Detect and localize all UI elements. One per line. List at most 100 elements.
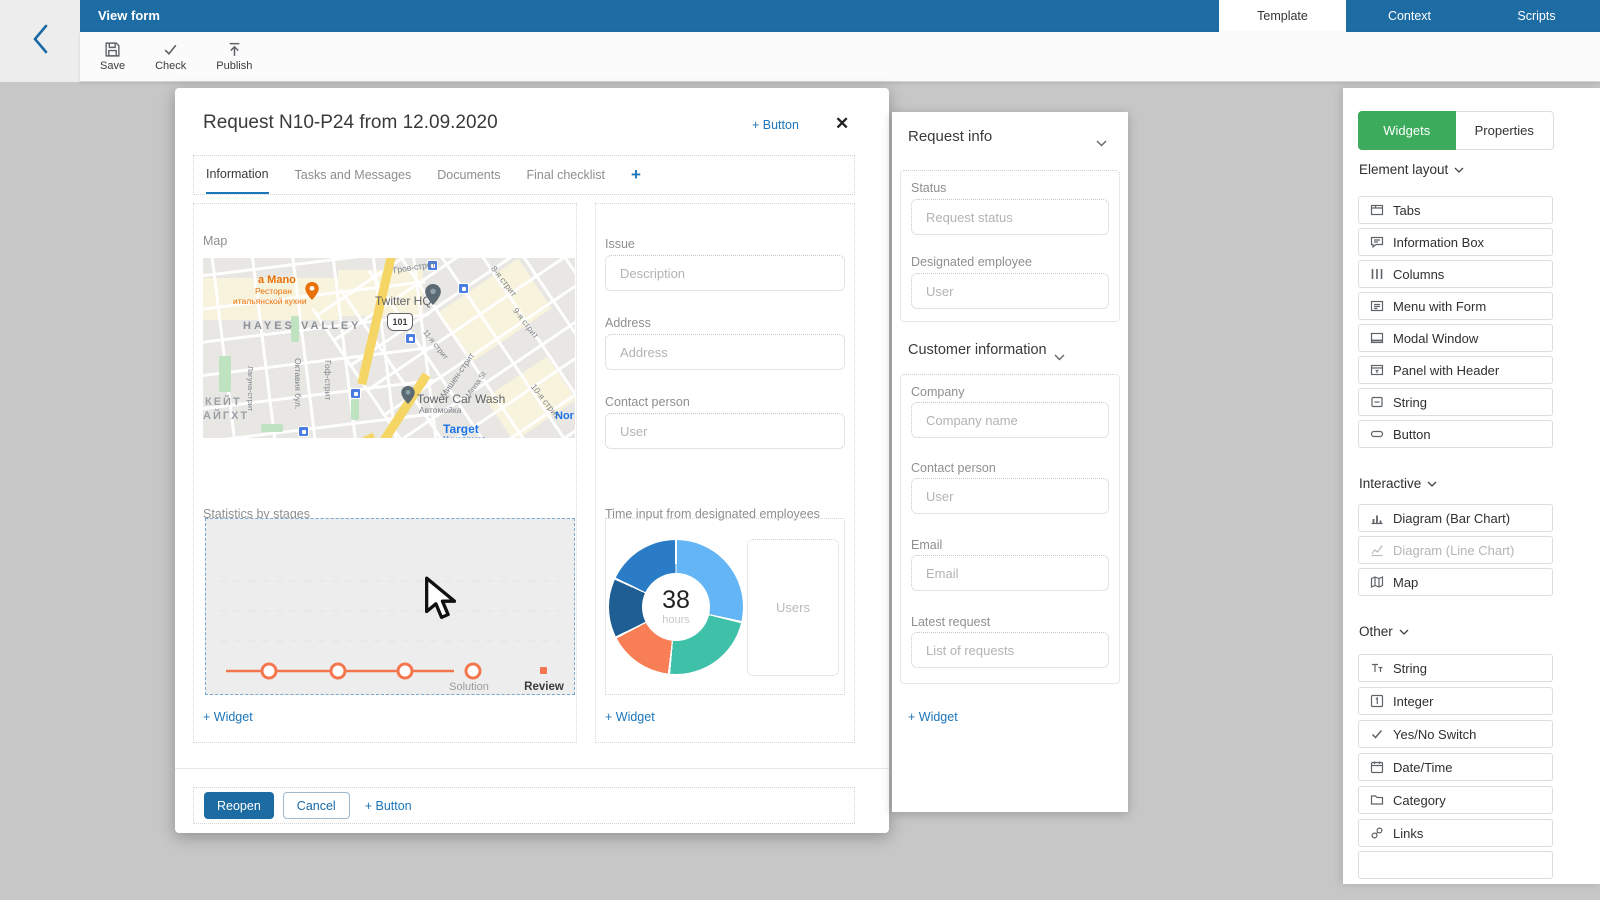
email-field[interactable]: Email: [911, 555, 1109, 591]
check-button[interactable]: Check: [155, 41, 186, 72]
section-element-layout[interactable]: Element layout: [1359, 162, 1464, 177]
request-info-group: Status Request status Designated employe…: [900, 170, 1120, 322]
customer-information-collapse[interactable]: [1054, 348, 1065, 366]
bar-chart-icon: [1370, 511, 1384, 525]
modal-window-icon: [1370, 331, 1384, 345]
widget-item-label: Category: [1393, 793, 1446, 808]
transit-badge-icon: [350, 388, 361, 399]
category-icon: [1370, 793, 1384, 807]
form-tab-information[interactable]: Information: [206, 156, 269, 194]
issue-field[interactable]: Description: [605, 255, 845, 291]
widget-item-date-time[interactable]: Date/Time: [1358, 753, 1553, 781]
company-field[interactable]: Company name: [911, 402, 1109, 438]
modal-footer: Reopen Cancel + Button: [193, 787, 855, 824]
contact-person-placeholder: User: [620, 424, 647, 439]
donut-unit: hours: [662, 614, 690, 626]
widget-item-modal-window[interactable]: Modal Window: [1358, 324, 1553, 352]
widget-item-label: Columns: [1393, 267, 1444, 282]
button-icon: [1370, 427, 1384, 441]
section-interactive[interactable]: Interactive: [1359, 476, 1437, 491]
twitter-pin-icon: [425, 284, 441, 310]
widget-item-columns[interactable]: Columns: [1358, 260, 1553, 288]
map-park: [219, 356, 231, 392]
tab-properties[interactable]: Properties: [1456, 111, 1555, 150]
company-placeholder: Company name: [926, 413, 1018, 428]
widget-item-yes-no-switch[interactable]: Yes/No Switch: [1358, 720, 1553, 748]
customer-information-title: Customer information: [908, 342, 1047, 358]
close-icon[interactable]: ✕: [835, 114, 849, 134]
panel-add-widget-link[interactable]: + Widget: [908, 710, 958, 724]
stages-line-chart[interactable]: Solution Review: [205, 518, 575, 695]
publish-button[interactable]: Publish: [216, 41, 252, 72]
widget-item-information-box[interactable]: Information Box: [1358, 228, 1553, 256]
contact-person-field[interactable]: User: [605, 413, 845, 449]
back-button[interactable]: [30, 23, 50, 60]
publish-label: Publish: [216, 60, 252, 72]
widget-item-links[interactable]: Links: [1358, 819, 1553, 847]
toolbar: Save Check Publish: [80, 32, 1600, 82]
widget-item-button[interactable]: Button: [1358, 420, 1553, 448]
save-label: Save: [100, 60, 125, 72]
chevron-down-icon: [1399, 629, 1409, 635]
section-other[interactable]: Other: [1359, 624, 1409, 639]
designated-employee-placeholder: User: [926, 284, 953, 299]
email-label: Email: [911, 538, 942, 552]
date-time-icon: [1370, 760, 1384, 774]
address-field[interactable]: Address: [605, 334, 845, 370]
add-tab-button[interactable]: +: [631, 156, 641, 194]
users-placeholder-box[interactable]: Users: [747, 539, 839, 676]
widget-item-label: Menu with Form: [1393, 299, 1486, 314]
widget-item-string-layout[interactable]: String: [1358, 388, 1553, 416]
customer-contact-field[interactable]: User: [911, 478, 1109, 514]
widget-item-label: Button: [1393, 427, 1431, 442]
form-tabstrip: Information Tasks and Messages Documents…: [193, 155, 855, 195]
status-field[interactable]: Request status: [911, 199, 1109, 235]
stage-label-review: Review: [524, 681, 564, 693]
tab-widgets[interactable]: Widgets: [1358, 111, 1456, 150]
widget-item-diagram-bar-chart[interactable]: Diagram (Bar Chart): [1358, 504, 1553, 532]
tab-template[interactable]: Template: [1219, 0, 1346, 32]
cancel-button[interactable]: Cancel: [283, 792, 350, 819]
widget-item-menu-with-form[interactable]: Menu with Form: [1358, 292, 1553, 320]
issue-placeholder: Description: [620, 266, 685, 281]
widget-item-empty[interactable]: [1358, 851, 1553, 879]
check-icon: [162, 41, 179, 58]
sidebar-tabs: Widgets Properties: [1358, 111, 1554, 150]
designated-employee-field[interactable]: User: [911, 273, 1109, 309]
panel-with-header-icon: [1370, 363, 1384, 377]
widget-item-category[interactable]: Category: [1358, 786, 1553, 814]
users-placeholder-label: Users: [776, 600, 810, 615]
form-tab-tasks-messages[interactable]: Tasks and Messages: [295, 156, 412, 194]
contact-person-label: Contact person: [605, 395, 690, 409]
add-widget-link-left[interactable]: + Widget: [203, 710, 253, 724]
request-info-collapse[interactable]: [1096, 134, 1107, 152]
footer-add-button-link[interactable]: + Button: [365, 799, 412, 813]
tab-context[interactable]: Context: [1346, 0, 1473, 32]
latest-request-field[interactable]: List of requests: [911, 632, 1109, 668]
map-poi-target-sub: Универмаг: [443, 434, 485, 438]
section-other-label: Other: [1359, 624, 1393, 639]
widget-item-map[interactable]: Map: [1358, 568, 1553, 596]
widget-item-tabs[interactable]: Tabs: [1358, 196, 1553, 224]
map-widget[interactable]: a Mano Ресторан итальянской кухни Twitte…: [203, 258, 575, 438]
tabs-icon: [1370, 203, 1384, 217]
map-street-laguna: Лагуна-стрит: [246, 366, 255, 411]
widget-item-label: Diagram (Line Chart): [1393, 543, 1514, 558]
time-input-widget[interactable]: 38 hours Users: [605, 518, 845, 695]
status-label: Status: [911, 181, 946, 195]
save-button[interactable]: Save: [100, 41, 125, 72]
customer-contact-label: Contact person: [911, 461, 996, 475]
tab-scripts[interactable]: Scripts: [1473, 0, 1600, 32]
widget-item-string[interactable]: String: [1358, 654, 1553, 682]
widget-item-integer[interactable]: Integer: [1358, 687, 1553, 715]
add-button-link[interactable]: + Button: [752, 118, 799, 132]
widget-item-label: String: [1393, 395, 1427, 410]
form-tab-documents[interactable]: Documents: [437, 156, 500, 194]
map-park: [351, 398, 359, 420]
widget-item-panel-with-header[interactable]: Panel with Header: [1358, 356, 1553, 384]
add-widget-link-right[interactable]: + Widget: [605, 710, 655, 724]
widget-item-diagram-line-chart[interactable]: Diagram (Line Chart): [1358, 536, 1553, 564]
latest-request-label: Latest request: [911, 615, 990, 629]
reopen-button[interactable]: Reopen: [204, 792, 274, 819]
form-tab-final-checklist[interactable]: Final checklist: [527, 156, 606, 194]
